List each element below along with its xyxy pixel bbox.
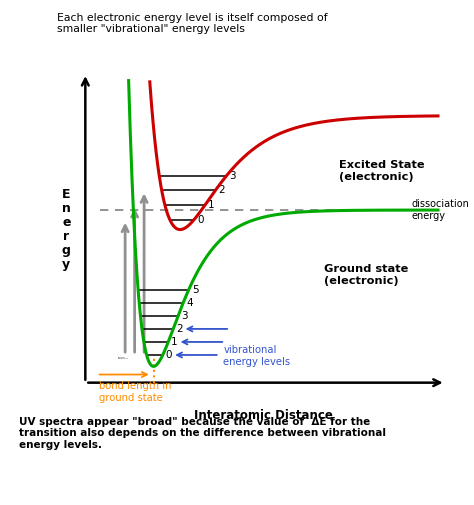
Text: 1: 1 bbox=[171, 337, 178, 347]
Text: 1: 1 bbox=[208, 200, 215, 210]
Text: 2: 2 bbox=[219, 185, 225, 195]
Text: 3: 3 bbox=[181, 311, 188, 321]
Text: 5: 5 bbox=[191, 285, 198, 295]
Text: bond length in
ground state: bond length in ground state bbox=[99, 381, 171, 402]
Text: vibrational
energy levels: vibrational energy levels bbox=[118, 357, 127, 359]
Text: vibrational
energy levels: vibrational energy levels bbox=[223, 345, 291, 367]
Text: UV spectra appear "broad" because the value of  ΔE for the
transition also depen: UV spectra appear "broad" because the va… bbox=[19, 417, 386, 450]
Text: 2: 2 bbox=[176, 324, 183, 334]
Text: Ground state
(electronic): Ground state (electronic) bbox=[324, 264, 409, 286]
Text: 3: 3 bbox=[229, 171, 236, 181]
Text: E
n
e
r
g
y: E n e r g y bbox=[62, 188, 71, 271]
Text: dissociation
energy: dissociation energy bbox=[411, 199, 469, 221]
Text: Each electronic energy level is itself composed of
smaller "vibrational" energy : Each electronic energy level is itself c… bbox=[57, 13, 328, 34]
Text: 0: 0 bbox=[166, 350, 172, 360]
Text: Excited State
(electronic): Excited State (electronic) bbox=[339, 160, 425, 182]
Text: 4: 4 bbox=[186, 298, 193, 308]
Text: Interatomic Distance: Interatomic Distance bbox=[194, 409, 333, 422]
Text: 0: 0 bbox=[197, 215, 203, 225]
